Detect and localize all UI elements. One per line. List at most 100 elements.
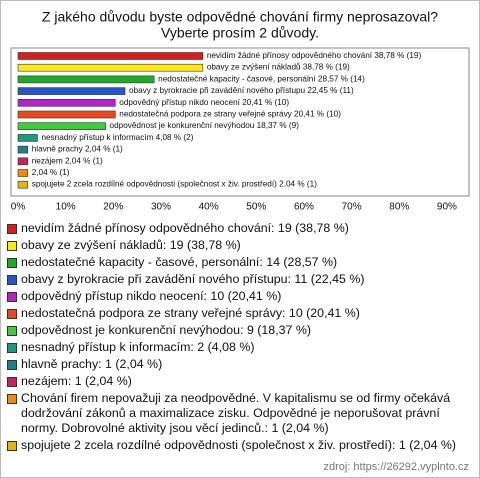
legend-swatch	[7, 343, 17, 353]
legend-item: hlavně prachy: 1 (2,04 %)	[7, 357, 471, 372]
legend-swatch	[7, 309, 17, 319]
legend-label: nesnadný přístup k informacím: 2 (4,08 %…	[21, 340, 255, 354]
bar-label: nevidím žádné přínosy odpovědného chován…	[207, 51, 422, 60]
legend-label: obavy z byrokracie při zavádění nového p…	[21, 272, 365, 286]
legend-swatch	[7, 241, 17, 251]
bar	[17, 63, 204, 72]
bar	[17, 169, 29, 177]
legend-item: spojujete 2 zcela rozdílné odpovědnosti …	[7, 438, 471, 453]
bar-value-label: 2,04 % (1)	[279, 180, 317, 189]
legend-label: hlavně prachy: 1 (2,04 %)	[21, 357, 163, 371]
bar	[17, 145, 29, 154]
legend-label: nedostatečná podpora ze strany veřejné s…	[21, 306, 360, 320]
legend-label: odpovědnost je konkurenční nevýhodou: 9 …	[21, 323, 312, 337]
source: zdroj: https://26292.vyplnto.cz	[323, 461, 469, 473]
bar-category: obavy z byrokracie při zavádění nového p…	[129, 86, 306, 95]
bar-category: hlavně prachy	[32, 145, 84, 154]
legend-label: nevidím žádné přínosy odpovědného chován…	[21, 221, 349, 235]
legend-item: nedostatečná podpora ze strany veřejné s…	[7, 306, 471, 321]
legend-swatch	[7, 258, 17, 268]
bar-label: nedostatečná podpora ze strany veřejné s…	[119, 110, 341, 119]
bar-label: spojujete 2 zcela rozdílné odpovědnosti …	[32, 180, 317, 189]
legend-item: nezájem: 1 (2,04 %)	[7, 374, 471, 389]
bar-category: odpovědnost je konkurenční nevýhodou	[110, 121, 255, 130]
bar-value-label: 2,04 % (1)	[85, 145, 123, 154]
legend-label: Chování firem nepovažuji za neodpovědné.…	[21, 391, 451, 435]
bar-category: obavy ze zvýšení nákladů	[207, 62, 301, 72]
bar	[17, 157, 29, 166]
x-tick-label: 10%	[56, 202, 76, 213]
legend-label: nedostatečné kapacity - časové, personál…	[21, 255, 338, 269]
bar-label: 2,04 % (1)	[32, 168, 70, 177]
bar-label: nezájem 2,04 % (1)	[32, 156, 103, 165]
bar-label: hlavně prachy 2,04 % (1)	[32, 145, 123, 154]
bar-value-label: 18,37 % (9)	[257, 121, 300, 130]
legend-item: nedostatečné kapacity - časové, personál…	[7, 255, 471, 270]
bar	[17, 110, 116, 119]
bar-category: spojujete 2 zcela rozdílné odpovědnosti …	[32, 180, 277, 189]
legend-item: odpovědnost je konkurenční nevýhodou: 9 …	[7, 323, 471, 338]
bar-label: odpovědný přístup nikdo neocení 20,41 % …	[119, 98, 289, 107]
legend: nevidím žádné přínosy odpovědného chován…	[7, 221, 471, 455]
bar	[17, 122, 106, 130]
x-tick-label: 70%	[342, 202, 362, 213]
bar-label: obavy ze zvýšení nákladů 38,78 % (19)	[207, 62, 350, 72]
plot-frame	[10, 47, 470, 197]
legend-swatch	[7, 224, 17, 234]
bar	[17, 99, 116, 107]
bar	[17, 52, 204, 60]
legend-swatch	[7, 441, 17, 451]
bar-value-label: 2,04 % (1)	[65, 156, 103, 165]
legend-item: Chování firem nepovažuji za neodpovědné.…	[7, 391, 471, 436]
bar	[17, 87, 126, 95]
legend-swatch	[7, 360, 17, 370]
legend-label: odpovědný přístup nikdo neocení: 10 (20,…	[21, 289, 282, 303]
x-tick-label: 30%	[151, 202, 171, 213]
bar	[17, 180, 29, 189]
bar-value-label: 20,41 % (10)	[294, 110, 341, 119]
bar-label: odpovědnost je konkurenční nevýhodou 18,…	[110, 121, 300, 130]
chart-subtitle: Vyberte prosím 2 důvody.	[161, 25, 319, 41]
bar-value-label: 38,78 % (19)	[303, 63, 350, 72]
legend-label: spojujete 2 zcela rozdílné odpovědnosti …	[21, 438, 457, 452]
legend-item: odpovědný přístup nikdo neocení: 10 (20,…	[7, 289, 471, 304]
bar-label: obavy z byrokracie při zavádění nového p…	[129, 86, 354, 95]
x-tick-label: 0%	[11, 202, 26, 213]
bar-category: odpovědný přístup nikdo neocení	[119, 98, 240, 107]
bar-value-label: 2,04 % (1)	[32, 168, 70, 177]
legend-item: obavy ze zvýšení nákladů: 19 (38,78 %)	[7, 238, 471, 253]
legend-item: nesnadný přístup k informacím: 2 (4,08 %…	[7, 340, 471, 355]
bar-category: nezájem	[32, 156, 63, 165]
bar	[17, 75, 155, 84]
bar-value-label: 20,41 % (10)	[242, 98, 289, 107]
x-tick-label: 20%	[103, 202, 123, 213]
x-tick-label: 60%	[294, 202, 314, 213]
chart: Z jakého důvodu byste odpovědné chování …	[10, 9, 470, 213]
x-tick-label: 90%	[437, 202, 457, 213]
bar-value-label: 28,57 % (14)	[318, 75, 365, 84]
x-tick-label: 80%	[389, 202, 409, 213]
legend-label: obavy ze zvýšení nákladů: 19 (38,78 %)	[21, 238, 241, 252]
bar-value-label: 22,45 % (11)	[307, 86, 354, 95]
chart-title: Z jakého důvodu byste odpovědné chování …	[42, 9, 438, 25]
legend-item: obavy z byrokracie při zavádění nového p…	[7, 272, 471, 287]
bar	[17, 134, 38, 142]
bar-label: nedostatečné kapacity - časové, personál…	[158, 75, 365, 84]
legend-swatch	[7, 275, 17, 285]
legend-swatch	[7, 326, 17, 336]
bar-label: nesnadný přístup k informacím 4,08 % (2)	[41, 133, 193, 142]
legend-label: nezájem: 1 (2,04 %)	[21, 374, 132, 388]
legend-swatch	[7, 377, 17, 387]
bar-value-label: 38,78 % (19)	[374, 51, 421, 60]
legend-item: nevidím žádné přínosy odpovědného chován…	[7, 221, 471, 236]
x-tick-label: 40%	[199, 202, 219, 213]
legend-swatch	[7, 394, 17, 404]
bar-value-label: 4,08 % (2)	[156, 133, 194, 142]
bar-category: nedostatečné kapacity - časové, personál…	[158, 75, 316, 84]
bar-category: nevidím žádné přínosy odpovědného chován…	[207, 51, 373, 60]
x-tick-label: 50%	[246, 202, 266, 213]
bar-category: nesnadný přístup k informacím	[41, 133, 153, 142]
legend-swatch	[7, 292, 17, 302]
bar-category: nedostatečná podpora ze strany veřejné s…	[119, 110, 292, 119]
